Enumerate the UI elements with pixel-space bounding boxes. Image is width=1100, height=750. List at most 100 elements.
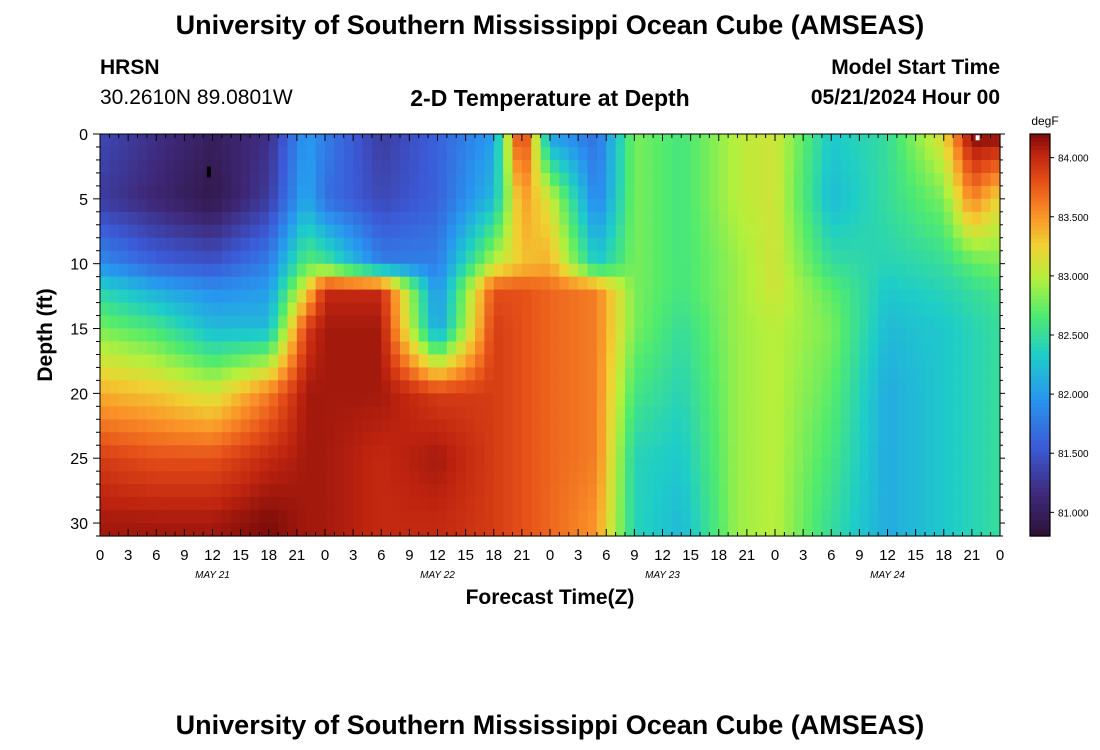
heatmap-cell	[521, 445, 532, 459]
colorbar-tick-label: 82.000	[1058, 390, 1089, 401]
heatmap-cell	[943, 458, 954, 472]
heatmap-cell	[240, 159, 251, 174]
heatmap-cell	[596, 211, 607, 226]
heatmap-cell	[896, 224, 907, 239]
heatmap-cell	[643, 198, 654, 213]
heatmap-cell	[278, 406, 289, 420]
heatmap-cell	[878, 367, 889, 381]
heatmap-cell	[559, 172, 570, 187]
heatmap-cell	[737, 250, 748, 265]
heatmap-cell	[371, 172, 382, 187]
heatmap-cell	[315, 380, 326, 394]
heatmap-cell	[475, 302, 485, 317]
heatmap-cell	[587, 393, 598, 407]
heatmap-cell	[175, 328, 185, 343]
heatmap-cell	[306, 367, 317, 381]
heatmap-cell	[212, 185, 223, 200]
heatmap-cell	[259, 302, 270, 317]
heatmap-cell	[484, 341, 495, 356]
heatmap-cell	[578, 276, 589, 291]
heatmap-cell	[765, 134, 776, 148]
heatmap-cell	[681, 471, 692, 485]
colorbar-cell	[1030, 423, 1050, 429]
heatmap-cell	[568, 185, 579, 200]
heatmap-cell	[531, 263, 542, 278]
heatmap-cell	[934, 341, 945, 356]
heatmap-cell	[840, 159, 851, 174]
heatmap-cell	[156, 172, 167, 187]
heatmap-cell	[709, 432, 720, 446]
heatmap-cell	[362, 211, 373, 226]
heatmap-cell	[559, 185, 570, 200]
heatmap-cell	[146, 302, 157, 317]
heatmap-cell	[850, 159, 860, 174]
heatmap-cell	[606, 497, 617, 511]
heatmap-cell	[925, 276, 935, 291]
heatmap-cell	[100, 484, 110, 498]
heatmap-cell	[550, 458, 560, 472]
heatmap-cell	[578, 250, 589, 265]
heatmap-cell	[859, 198, 870, 213]
heatmap-cell	[784, 484, 795, 498]
heatmap-cell	[821, 393, 832, 407]
heatmap-cell	[709, 315, 720, 330]
colorbar-cell	[1030, 210, 1050, 215]
heatmap-cell	[296, 146, 307, 161]
heatmap-cell	[803, 159, 814, 174]
heatmap-cell	[137, 134, 148, 148]
heatmap-cell	[390, 523, 401, 537]
heatmap-cell	[437, 328, 448, 343]
colorbar-cell	[1030, 274, 1050, 280]
heatmap-cell	[690, 198, 701, 213]
heatmap-cell	[746, 224, 757, 239]
heatmap-cell	[568, 367, 579, 381]
heatmap-cell	[287, 484, 298, 498]
heatmap-cell	[156, 276, 167, 291]
heatmap-cell	[821, 484, 832, 498]
heatmap-cell	[578, 224, 589, 239]
heatmap-cell	[493, 328, 504, 343]
heatmap-cell	[840, 237, 851, 252]
heatmap-cell	[559, 471, 570, 485]
heatmap-cell	[925, 315, 935, 330]
heatmap-cell	[128, 289, 139, 304]
heatmap-cell	[559, 497, 570, 511]
heatmap-cell	[690, 134, 701, 148]
heatmap-cell	[390, 341, 401, 356]
heatmap-cell	[887, 510, 898, 524]
heatmap-cell	[709, 341, 720, 356]
heatmap-cell	[971, 315, 982, 330]
heatmap-cell	[128, 497, 139, 511]
heatmap-cell	[653, 354, 664, 369]
heatmap-cell	[971, 471, 982, 485]
heatmap-cell	[756, 250, 767, 265]
x-tick-label: 6	[152, 547, 160, 564]
heatmap-cell	[943, 146, 954, 161]
heatmap-cell	[746, 471, 757, 485]
heatmap-cell	[493, 250, 504, 265]
heatmap-cell	[625, 185, 635, 200]
heatmap-cell	[278, 185, 289, 200]
heatmap-cell	[175, 250, 185, 265]
heatmap-cell	[887, 159, 898, 174]
heatmap-cell	[437, 302, 448, 317]
heatmap-cell	[296, 406, 307, 420]
colorbar-cell	[1030, 254, 1050, 260]
heatmap-cell	[484, 445, 495, 459]
heatmap-cell	[793, 380, 804, 394]
heatmap-cell	[268, 328, 279, 343]
heatmap-cell	[156, 458, 167, 472]
heatmap-cell	[550, 134, 560, 148]
heatmap-cell	[437, 211, 448, 226]
heatmap-cell	[278, 458, 289, 472]
heatmap-cell	[906, 341, 917, 356]
heatmap-cell	[437, 471, 448, 485]
colorbar-cell	[1030, 142, 1050, 147]
heatmap-cell	[578, 419, 589, 433]
heatmap-cell	[381, 497, 392, 511]
heatmap-cell	[953, 263, 964, 278]
heatmap-cell	[493, 471, 504, 485]
heatmap-cell	[484, 380, 495, 394]
heatmap-cell	[906, 328, 917, 343]
heatmap-cell	[362, 237, 373, 252]
